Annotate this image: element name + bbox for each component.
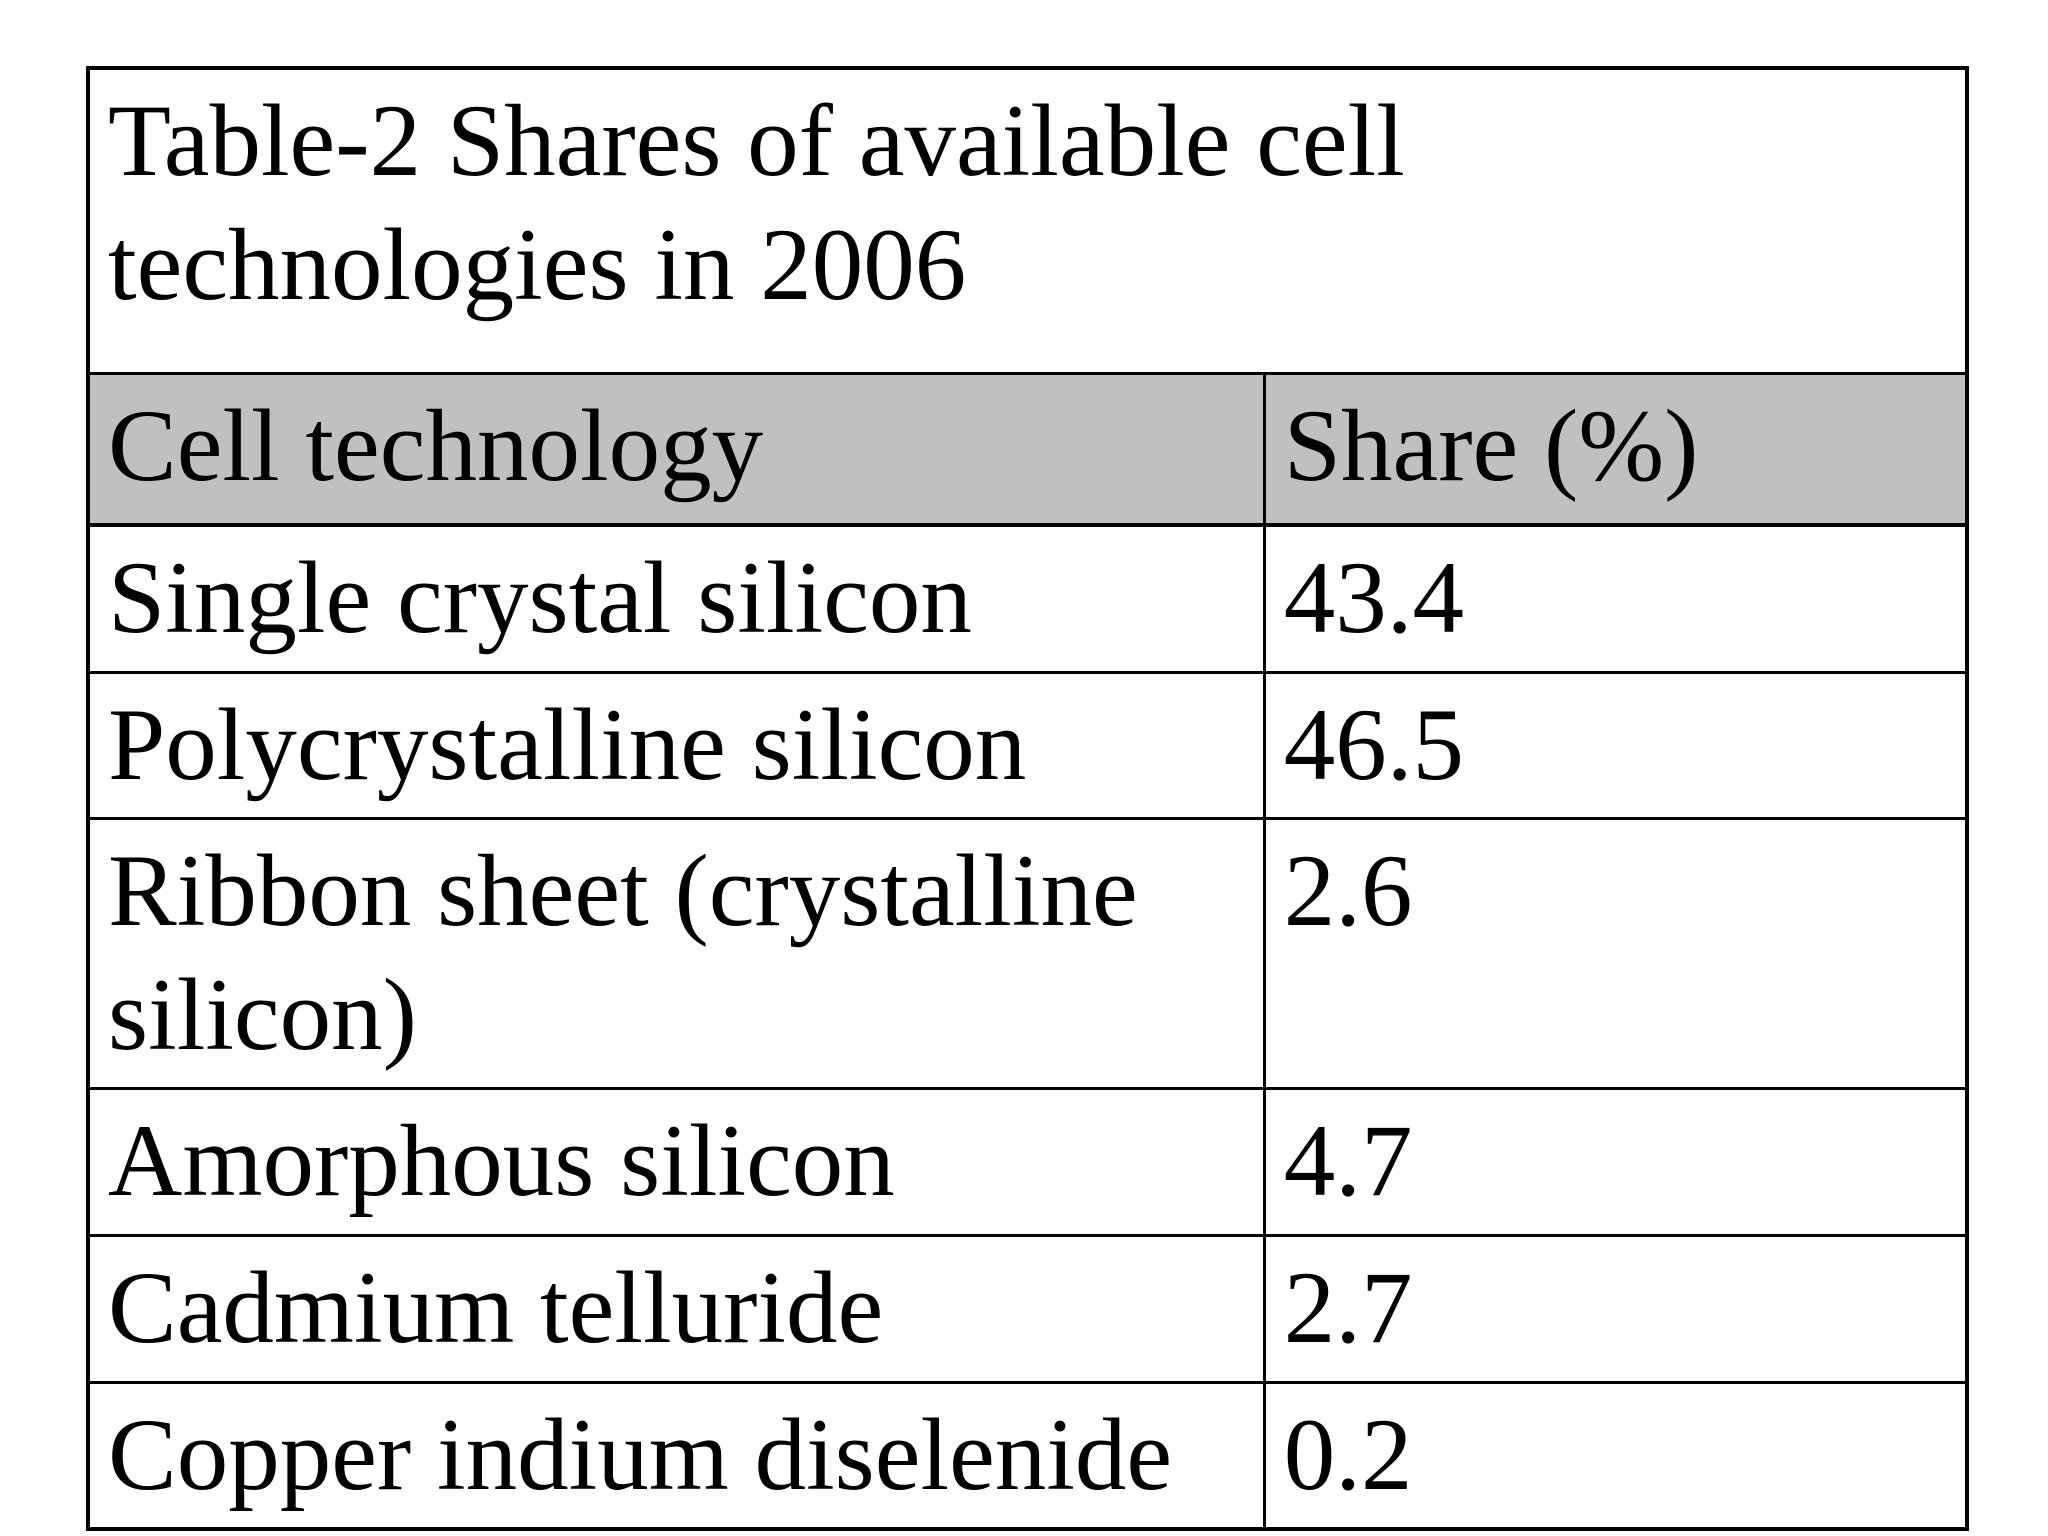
cell-share-value: 4.7: [1262, 1087, 1969, 1237]
column-header-cell-technology: Cell technology: [86, 371, 1266, 527]
table-title: Table-2 Shares of available cell technol…: [86, 66, 1969, 375]
table-row-cadmium-telluride: Cadmium telluride 2.7: [86, 1233, 1969, 1384]
table-row-polycrystalline-silicon: Polycrystalline silicon 46.5: [86, 670, 1969, 821]
table-title-row: Table-2 Shares of available cell technol…: [86, 66, 1969, 375]
cell-technology-value: Amorphous silicon: [86, 1087, 1266, 1237]
cell-technology-value: Single crystal silicon: [86, 523, 1266, 674]
cell-technology-value: Polycrystalline silicon: [86, 670, 1266, 821]
table-row-ribbon-sheet: Ribbon sheet (crystalline silicon) 2.6: [86, 817, 1969, 1091]
table-header-row: Cell technology Share (%): [86, 371, 1969, 527]
cell-share-value: 46.5: [1262, 670, 1969, 821]
table-row-amorphous-silicon: Amorphous silicon 4.7: [86, 1087, 1969, 1237]
cell-share-value: 0.2: [1262, 1380, 1969, 1531]
cell-share-value: 2.6: [1262, 817, 1969, 1091]
cell-technology-value: Ribbon sheet (crystalline silicon): [86, 817, 1266, 1091]
cell-technology-value: Cadmium telluride: [86, 1233, 1266, 1384]
cell-technology-share-table: Table-2 Shares of available cell technol…: [86, 66, 1969, 1532]
cell-share-value: 2.7: [1262, 1233, 1969, 1384]
cell-share-value: 43.4: [1262, 523, 1969, 674]
column-header-share: Share (%): [1262, 371, 1969, 527]
table-row-copper-indium-diselenide: Copper indium diselenide 0.2: [86, 1380, 1969, 1531]
table-row-single-crystal-silicon: Single crystal silicon 43.4: [86, 523, 1969, 674]
cell-technology-value: Copper indium diselenide: [86, 1380, 1266, 1531]
